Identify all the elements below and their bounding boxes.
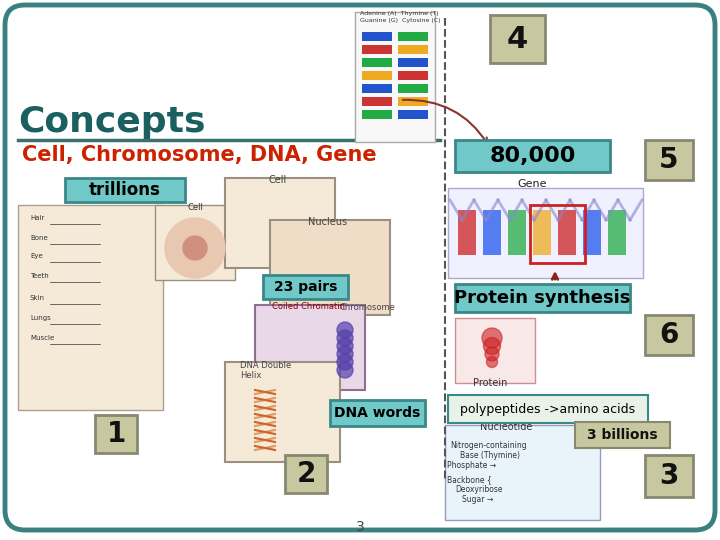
Text: Protein: Protein: [473, 378, 507, 388]
Text: 6: 6: [660, 321, 679, 349]
Bar: [362, 110, 392, 119]
Bar: [398, 71, 428, 80]
Bar: [155, 205, 235, 280]
Bar: [398, 58, 428, 67]
Circle shape: [337, 346, 353, 362]
Bar: [225, 178, 335, 268]
Circle shape: [484, 338, 500, 354]
Bar: [448, 395, 648, 423]
Text: Cell: Cell: [187, 203, 203, 212]
Bar: [362, 32, 392, 41]
Text: Gene: Gene: [518, 179, 547, 189]
Bar: [362, 97, 392, 106]
Bar: [270, 220, 390, 315]
Text: DNA Double: DNA Double: [240, 361, 292, 370]
FancyBboxPatch shape: [5, 5, 715, 530]
Bar: [255, 305, 365, 390]
Bar: [645, 315, 693, 355]
Bar: [445, 425, 600, 520]
Text: Helix: Helix: [240, 371, 261, 380]
Bar: [483, 210, 501, 255]
Text: Eye: Eye: [30, 253, 42, 259]
Circle shape: [337, 354, 353, 370]
Bar: [398, 45, 428, 54]
Bar: [362, 45, 392, 54]
Bar: [458, 210, 476, 255]
Text: 23 pairs: 23 pairs: [274, 280, 337, 294]
Bar: [362, 84, 392, 93]
Circle shape: [485, 347, 499, 361]
Bar: [455, 284, 630, 312]
Bar: [362, 71, 392, 80]
Bar: [455, 318, 535, 383]
Text: 3: 3: [660, 462, 679, 490]
Bar: [398, 110, 428, 119]
Text: 5: 5: [660, 146, 679, 174]
Bar: [608, 210, 626, 255]
Circle shape: [183, 236, 207, 260]
Text: Deoxyribose: Deoxyribose: [455, 485, 503, 494]
Circle shape: [165, 218, 225, 278]
Circle shape: [337, 338, 353, 354]
Bar: [263, 275, 348, 299]
Bar: [448, 188, 643, 278]
Bar: [330, 400, 425, 426]
Text: Chromosome: Chromosome: [340, 303, 396, 312]
Text: Backbone {: Backbone {: [447, 475, 492, 484]
Text: Nucleus: Nucleus: [308, 217, 348, 227]
Text: 80,000: 80,000: [490, 146, 576, 166]
Text: Concepts: Concepts: [18, 105, 205, 139]
Circle shape: [337, 322, 353, 338]
Text: Teeth: Teeth: [30, 273, 49, 279]
Bar: [645, 455, 693, 497]
Bar: [355, 12, 435, 142]
Text: DNA words: DNA words: [334, 406, 420, 420]
Circle shape: [487, 356, 498, 368]
Text: Bone: Bone: [30, 235, 48, 241]
Circle shape: [337, 362, 353, 378]
Bar: [398, 32, 428, 41]
Bar: [65, 178, 185, 202]
Text: 3: 3: [356, 520, 364, 534]
Bar: [285, 455, 327, 493]
Text: Cell: Cell: [269, 175, 287, 185]
Text: Nucleotide: Nucleotide: [480, 422, 532, 432]
Text: 1: 1: [107, 420, 125, 448]
Bar: [645, 140, 693, 180]
Bar: [18, 205, 163, 410]
Text: 4: 4: [507, 24, 528, 53]
Text: 2: 2: [297, 460, 315, 488]
Bar: [225, 362, 340, 462]
Bar: [398, 84, 428, 93]
Text: trillions: trillions: [89, 181, 161, 199]
Text: Guanine (G)  Cytosine (C): Guanine (G) Cytosine (C): [360, 18, 441, 23]
Bar: [583, 210, 601, 255]
Bar: [95, 415, 137, 453]
Bar: [530, 205, 585, 263]
Text: Skin: Skin: [30, 295, 45, 301]
Text: Hair: Hair: [30, 215, 45, 221]
Bar: [398, 97, 428, 106]
Circle shape: [482, 328, 502, 348]
Bar: [455, 140, 610, 172]
Text: Muscle: Muscle: [30, 335, 54, 341]
Text: polypeptides ->amino acids: polypeptides ->amino acids: [460, 402, 636, 415]
Bar: [362, 58, 392, 67]
Circle shape: [337, 330, 353, 346]
Text: Nitrogen-containing: Nitrogen-containing: [450, 441, 526, 450]
Text: Coiled Chromatin: Coiled Chromatin: [271, 302, 344, 311]
Bar: [558, 210, 576, 255]
Text: Adenine (A)  Thymine (T): Adenine (A) Thymine (T): [360, 11, 438, 16]
Bar: [490, 15, 545, 63]
Text: Sugar →: Sugar →: [462, 495, 493, 504]
Text: Cell, Chromosome, DNA, Gene: Cell, Chromosome, DNA, Gene: [22, 145, 377, 165]
Text: Base (Thymine): Base (Thymine): [460, 451, 520, 460]
Bar: [508, 210, 526, 255]
Text: Phosphate →: Phosphate →: [447, 461, 496, 470]
Text: Protein synthesis: Protein synthesis: [454, 289, 631, 307]
Bar: [533, 210, 551, 255]
Bar: [575, 422, 670, 448]
Text: 3 billions: 3 billions: [587, 428, 657, 442]
Text: Lungs: Lungs: [30, 315, 50, 321]
